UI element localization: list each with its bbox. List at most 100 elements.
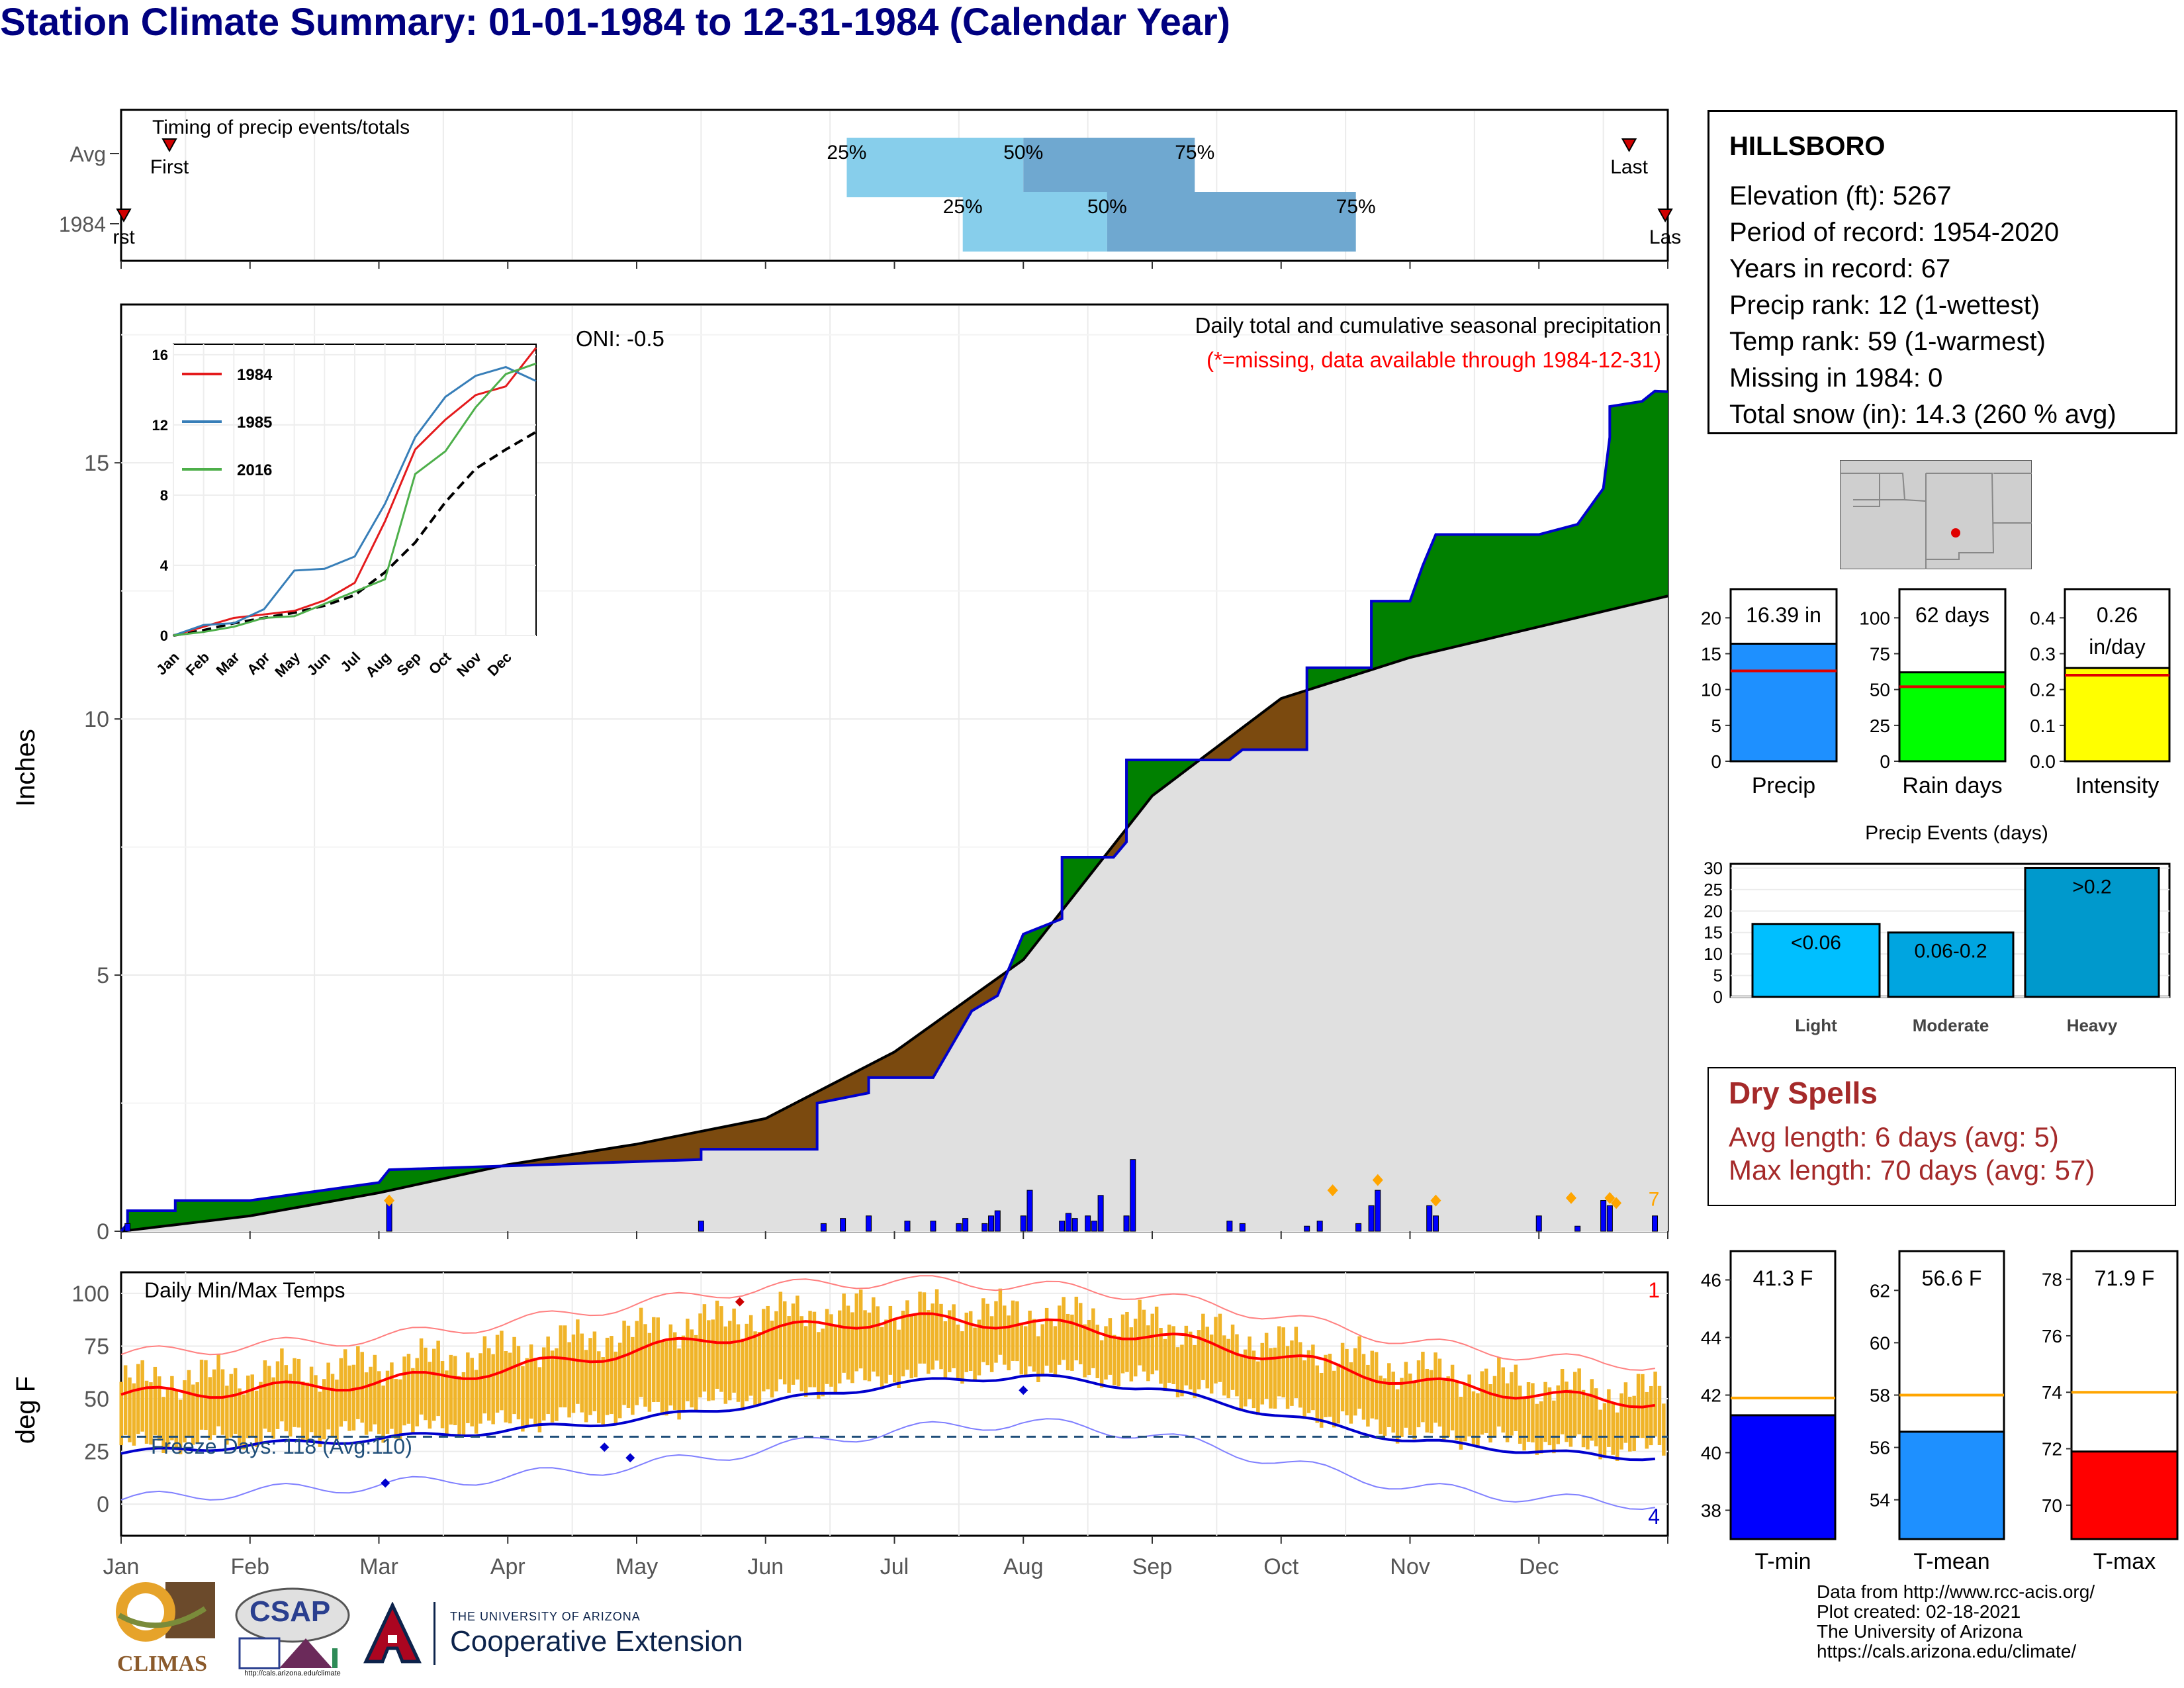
- temp-daily-bar: [614, 1351, 618, 1424]
- events-category: Heavy: [2067, 1015, 2118, 1035]
- temp-daily-bar: [774, 1311, 778, 1391]
- temp-daily-bar: [1294, 1327, 1298, 1399]
- month-label: Apr: [490, 1554, 525, 1579]
- credit-line: The University of Arizona: [1817, 1621, 2023, 1642]
- precip-daily-bar: [981, 1223, 988, 1232]
- precip-daily-bar: [820, 1223, 827, 1232]
- temp-daily-bar: [643, 1324, 647, 1407]
- timing-bar-25-50: [962, 192, 1107, 252]
- temp-daily-bar: [909, 1315, 914, 1379]
- precip-daily-bar: [1130, 1159, 1136, 1232]
- station-info-line: Period of record: 1954-2020: [1729, 218, 2060, 247]
- month-label: Jun: [747, 1554, 784, 1579]
- temp-daily-bar: [1531, 1383, 1535, 1442]
- temp-daily-bar: [1404, 1362, 1408, 1428]
- temp-daily-bar: [901, 1310, 905, 1377]
- temp-record-marker: [381, 1478, 390, 1488]
- summary-value: in/day: [2089, 635, 2145, 659]
- temp-daily-bar: [1209, 1335, 1214, 1394]
- temp-daily-bar: [128, 1377, 132, 1442]
- temp-record-min-count: 4: [1648, 1505, 1660, 1528]
- temp-daily-bar: [1248, 1336, 1251, 1399]
- temp-daily-bar: [1302, 1360, 1306, 1419]
- temp-daily-bar: [1062, 1297, 1066, 1360]
- temp-daily-bar: [1243, 1349, 1248, 1407]
- timing-q50-label: 50%: [1087, 196, 1127, 218]
- station-info-box: HILLSBORO Elevation (ft): 5267 Period of …: [1707, 110, 2177, 434]
- temp-avg-high-line: [120, 1312, 1656, 1409]
- temp-record-marker: [625, 1453, 635, 1463]
- temp-daily-bar: [998, 1288, 1003, 1355]
- precip-climo-line: [120, 594, 1668, 1233]
- temp-daily-bar: [1480, 1371, 1484, 1435]
- temp-daily-bar: [533, 1358, 537, 1427]
- month-label: Aug: [1003, 1554, 1044, 1579]
- temp-daily-bar: [617, 1342, 622, 1419]
- temp-daily-bar: [1078, 1303, 1083, 1365]
- timing-row-label: Avg: [69, 142, 106, 166]
- temp-daily-bar: [1340, 1342, 1345, 1412]
- temp-daily-bar: [905, 1300, 909, 1370]
- summary-ytick: 0.1: [2030, 716, 2056, 736]
- temp-daily-bar: [1598, 1409, 1602, 1460]
- timing-row-label: 1984: [59, 212, 106, 236]
- tempbar-ytick: 56: [1870, 1438, 1890, 1458]
- temp-daily-bar: [275, 1361, 280, 1429]
- temp-daily-bar: [1066, 1313, 1070, 1371]
- temp-daily-bar: [1281, 1327, 1285, 1397]
- month-label: Oct: [1263, 1554, 1298, 1579]
- temp-daily-bar: [1416, 1360, 1421, 1428]
- temp-daily-bar: [537, 1367, 542, 1432]
- precip-snow-marker: [1611, 1197, 1622, 1209]
- temp-daily-bar: [1476, 1393, 1480, 1448]
- temp-daily-bar: [796, 1295, 799, 1380]
- temp-daily-bar: [610, 1336, 614, 1415]
- temp-daily-bar: [736, 1324, 741, 1402]
- temp-daily-bar: [647, 1333, 652, 1412]
- temp-daily-bar: [140, 1360, 144, 1432]
- temp-daily-bar: [1379, 1376, 1383, 1434]
- precip-daily-bar: [904, 1221, 911, 1232]
- station-info-line: Elevation (ft): 5267: [1729, 181, 1952, 211]
- temp-daily-bar: [1011, 1300, 1015, 1361]
- precip-daily-bar: [1652, 1215, 1659, 1232]
- temp-daily-bar: [812, 1311, 817, 1387]
- precip-ytick: 5: [97, 963, 109, 988]
- temp-daily-bar: [1138, 1299, 1142, 1366]
- temp-daily-bar: [563, 1325, 567, 1408]
- precip-daily-bar: [1368, 1205, 1375, 1232]
- precip-chart: 0 5 10 15 Inches 7 Daily total and cumulative …: [11, 303, 1669, 1244]
- temp-daily-bar: [1074, 1296, 1079, 1361]
- summary-ytick: 0.2: [2030, 680, 2056, 700]
- temp-daily-bar: [369, 1366, 373, 1432]
- precip-daily-bar: [1375, 1190, 1381, 1232]
- temp-daily-bar: [280, 1348, 284, 1422]
- precip-daily-bar: [1123, 1215, 1130, 1232]
- events-ytick: 15: [1704, 923, 1723, 943]
- temp-daily-bar: [1205, 1327, 1210, 1389]
- precip-daily-bar: [956, 1223, 962, 1232]
- temp-daily-bar: [1370, 1350, 1375, 1419]
- precip-daily-bar: [1304, 1225, 1310, 1232]
- temp-daily-bar: [1235, 1334, 1239, 1397]
- temp-daily-bar: [1125, 1311, 1129, 1372]
- temp-daily-bar: [343, 1349, 347, 1422]
- temp-daily-bar: [1095, 1325, 1099, 1379]
- temp-daily-bar: [1180, 1344, 1184, 1397]
- temp-daily-bar: [1104, 1326, 1108, 1380]
- temp-daily-bar: [335, 1380, 339, 1440]
- temp-daily-bar: [525, 1358, 529, 1427]
- temp-daily-bar: [850, 1312, 854, 1383]
- temp-title: Daily Min/Max Temps: [144, 1278, 345, 1302]
- temp-daily-bar: [1226, 1338, 1230, 1399]
- temp-daily-bar: [829, 1314, 833, 1387]
- temp-daily-bar: [897, 1329, 901, 1389]
- temp-daily-bar: [707, 1320, 711, 1401]
- temp-daily-bar: [808, 1311, 812, 1387]
- summary-bars: 0 5 10 15 20 16.39 in Precip 0 25 50 75 100 62 days R…: [1701, 588, 2171, 798]
- temp-daily-bar: [837, 1310, 842, 1383]
- summary-label: Precip: [1752, 773, 1815, 798]
- temp-daily-bar: [1501, 1367, 1505, 1433]
- precip-ylabel: Inches: [11, 729, 40, 807]
- temp-daily-bar: [766, 1305, 770, 1389]
